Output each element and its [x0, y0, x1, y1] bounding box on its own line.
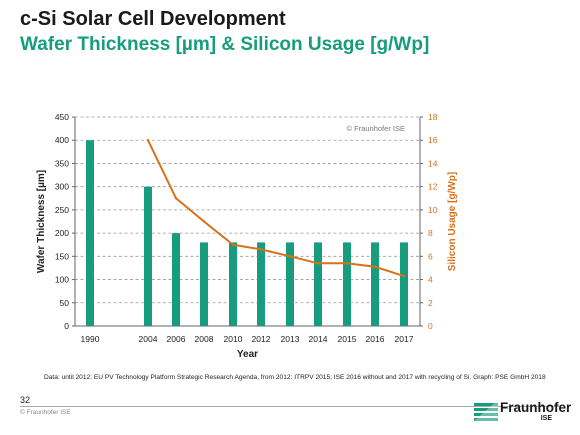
bar: [257, 242, 265, 326]
logo-subtext: ISE: [540, 415, 552, 422]
line-point: [373, 265, 377, 268]
line-point: [402, 274, 406, 278]
x-tick-label: 2015: [338, 334, 357, 344]
y2-tick-label: 4: [428, 275, 433, 285]
line-point: [174, 197, 178, 200]
line-point: [202, 220, 206, 223]
x-axis-label: Year: [237, 349, 258, 360]
x-tick-label: 2016: [366, 334, 385, 344]
chart-annotation: © Fraunhofer ISE: [347, 124, 405, 133]
y-tick-label: 400: [55, 135, 69, 145]
y-tick-label: 250: [55, 205, 69, 215]
bar: [286, 242, 294, 326]
x-tick-label: 2010: [224, 334, 243, 344]
line-point: [259, 248, 263, 251]
y2-tick-label: 10: [428, 205, 438, 215]
y2-axis-label: Silicon Usage [g/Wp]: [447, 172, 458, 271]
y-tick-label: 0: [64, 321, 69, 331]
page-number: 32: [20, 395, 31, 405]
footer-divider: [20, 406, 560, 407]
y-tick-label: 50: [60, 298, 70, 308]
footer-copyright: © Fraunhofer ISE: [20, 409, 71, 416]
x-tick-label: 2012: [252, 334, 271, 344]
bar: [144, 186, 152, 326]
line-point: [231, 243, 235, 246]
fraunhofer-logo-icon: [474, 400, 498, 421]
chart: 0 50 100 150 200 250 300 350 400 450 0 2 4 6 8 10 12 14 16…: [36, 112, 458, 360]
y2-tick-label: 18: [428, 112, 438, 122]
line-point: [146, 139, 150, 142]
y2-tick-label: 0: [428, 321, 433, 331]
y-tick-label: 200: [55, 228, 69, 238]
y-tick-label: 150: [55, 251, 69, 261]
y-tick-label: 300: [55, 182, 69, 192]
y2-tick-label: 6: [428, 251, 433, 261]
y-tick-label: 350: [55, 158, 69, 168]
line-point: [345, 262, 349, 265]
bar: [200, 242, 208, 326]
x-tick-label: 2014: [309, 334, 328, 344]
x-tick-label: 2017: [395, 334, 414, 344]
data-source-note: Data: until 2012: EU PV Technology Platf…: [44, 374, 546, 381]
bar: [86, 140, 94, 326]
x-tick-label: 2004: [139, 334, 158, 344]
slide-title: c-Si Solar Cell Development: [20, 8, 286, 30]
bar: [343, 242, 351, 326]
x-tick-label: 2013: [281, 334, 300, 344]
bar: [229, 242, 237, 326]
bar: [371, 242, 379, 326]
y-axis-label: Wafer Thickness [µm]: [36, 170, 47, 273]
y2-tick-label: 2: [428, 298, 433, 308]
bar: [400, 242, 408, 326]
y2-tick-label: 14: [428, 158, 438, 168]
logo-wordmark: Fraunhofer: [500, 400, 572, 415]
line-series: [147, 139, 405, 278]
line-point: [288, 255, 292, 258]
slide-subtitle: Wafer Thickness [µm] & Silicon Usage [g/…: [20, 34, 430, 55]
y2-tick-label: 12: [428, 182, 438, 192]
y-tick-label: 100: [55, 275, 69, 285]
x-tick-label: 1990: [81, 334, 100, 344]
line-point: [316, 262, 320, 265]
y-tick-label: 450: [55, 112, 69, 122]
y2-tick-label: 16: [428, 135, 438, 145]
bar: [172, 233, 180, 326]
x-tick-label: 2008: [195, 334, 214, 344]
bar: [314, 242, 322, 326]
y2-tick-label: 8: [428, 228, 433, 238]
x-tick-label: 2006: [167, 334, 186, 344]
fraunhofer-logo: Fraunhofer ISE: [474, 398, 574, 430]
